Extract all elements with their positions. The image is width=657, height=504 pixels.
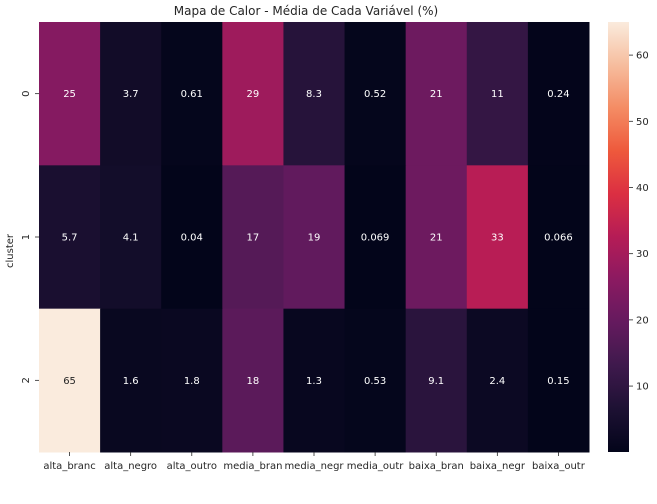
- x-axis-ticks: alta_branc alta_negro alta_outro media_bran…: [43, 452, 586, 472]
- cell-value-label: 2.4: [489, 376, 505, 387]
- cell-value-label: 1.6: [123, 376, 139, 387]
- heatmap-cell: [39, 308, 101, 453]
- cell-value-label: 65: [63, 376, 76, 387]
- heatmap-cell: [161, 22, 223, 166]
- cell-value-label: 11: [491, 89, 504, 100]
- cell-value-label: 0.066: [544, 233, 573, 244]
- heatmap-cell: [405, 22, 468, 166]
- heatmap-cell: [466, 165, 529, 310]
- heatmap-cell: [39, 22, 101, 166]
- cell-value-label: 9.1: [428, 376, 444, 387]
- heatmap-cell: [527, 165, 590, 310]
- colorbar-ticks: 10 20 30 40 50 60: [629, 51, 649, 393]
- cell-value-label: 4.1: [123, 233, 139, 244]
- x-tick-label: baixa_outr: [532, 461, 586, 472]
- cell-value-label: 19: [308, 233, 321, 244]
- x-tick-label: baixa_bran: [409, 461, 464, 472]
- colorbar-tick-label: 60: [636, 51, 649, 62]
- x-tick-label: alta_branc: [43, 461, 95, 472]
- cell-value-label: 17: [247, 233, 260, 244]
- y-tick-label: 2: [21, 377, 32, 383]
- heatmap-cell: [161, 308, 223, 453]
- cell-value-label: 29: [247, 89, 260, 100]
- cell-value-label: 33: [491, 233, 504, 244]
- colorbar-tick-label: 20: [636, 315, 649, 326]
- heatmap-cell: [100, 165, 162, 310]
- cell-value-label: 25: [63, 89, 76, 100]
- heatmap-cell: [344, 22, 407, 166]
- cell-value-label: 3.7: [123, 89, 139, 100]
- heatmap-cell: [527, 22, 590, 166]
- heatmap-cell: [405, 308, 468, 453]
- cell-value-label: 0.61: [181, 89, 203, 100]
- heatmap-cell: [466, 22, 529, 166]
- heatmap-cell: [100, 308, 162, 453]
- heatmap-cell: [344, 165, 407, 310]
- x-tick-label: media_bran: [223, 461, 282, 472]
- chart-title: Mapa de Calor - Média de Cada Variável (…: [174, 4, 438, 18]
- cell-value-label: 21: [430, 89, 443, 100]
- cell-value-label: 8.3: [306, 89, 322, 100]
- cell-annotations: 25 3.7 0.61 29 8.3 0.52 21 11 0.24 5.7 4.1 0.04 17 19…: [62, 89, 573, 387]
- cell-value-label: 0.04: [181, 233, 203, 244]
- x-tick-label: media_negr: [284, 461, 344, 472]
- heatmap-cell: [283, 308, 346, 453]
- x-tick-label: media_outr: [347, 461, 405, 472]
- cell-value-label: 21: [430, 233, 443, 244]
- colorbar-tick-label: 50: [636, 117, 649, 128]
- cell-value-label: 1.3: [306, 376, 322, 387]
- colorbar-tick-label: 30: [636, 249, 649, 260]
- x-tick-label: alta_outro: [167, 461, 217, 472]
- heatmap-cell: [405, 165, 468, 310]
- cell-value-label: 1.8: [184, 376, 200, 387]
- colorbar: [608, 22, 629, 452]
- heatmap-cell: [283, 22, 346, 166]
- colorbar-tick-label: 10: [636, 382, 649, 393]
- cell-value-label: 0.53: [364, 376, 386, 387]
- y-axis-ticks: 0 1 2: [21, 90, 39, 384]
- colorbar-tick-label: 40: [636, 183, 649, 194]
- cell-value-label: 0.069: [361, 233, 390, 244]
- heatmap-cell: [344, 308, 407, 453]
- cell-value-label: 18: [247, 376, 260, 387]
- heatmap-cell: [222, 308, 284, 453]
- cell-value-label: 5.7: [62, 233, 78, 244]
- heatmap-cell: [222, 22, 284, 166]
- y-axis-label: cluster: [5, 233, 16, 268]
- heatmap-cell: [39, 165, 101, 310]
- heatmap-cell: [222, 165, 284, 310]
- x-tick-label: alta_negro: [104, 461, 157, 472]
- heatmap-cell: [527, 308, 590, 453]
- cell-value-label: 0.24: [547, 89, 569, 100]
- y-tick-label: 1: [21, 234, 32, 240]
- heatmap-cell: [466, 308, 529, 453]
- heatmap-cell: [100, 22, 162, 166]
- heatmap-cell: [161, 165, 223, 310]
- heatmap-cells: [39, 22, 590, 453]
- y-tick-label: 0: [21, 90, 32, 96]
- cell-value-label: 0.15: [547, 376, 569, 387]
- heatmap-cell: [283, 165, 346, 310]
- cell-value-label: 0.52: [364, 89, 386, 100]
- x-tick-label: baixa_negr: [470, 461, 526, 472]
